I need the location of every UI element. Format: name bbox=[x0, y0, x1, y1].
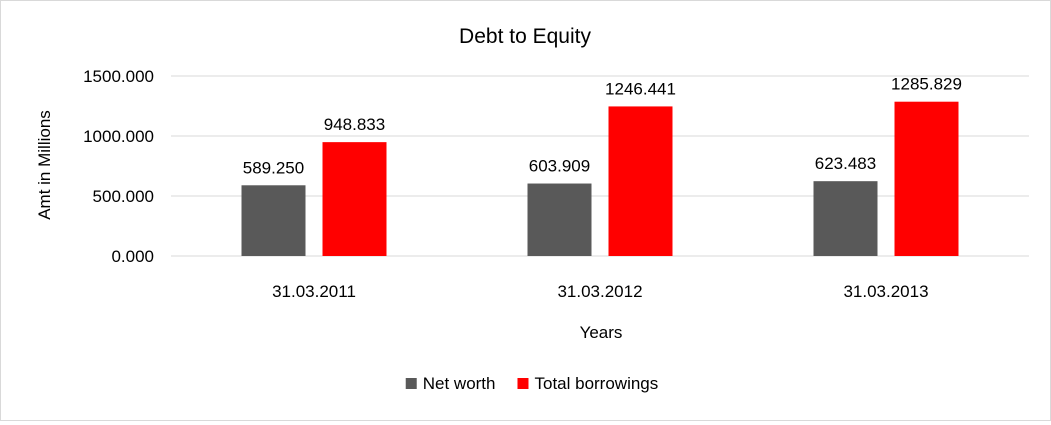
x-tick-label: 31.03.2012 bbox=[557, 282, 642, 301]
legend-label: Total borrowings bbox=[534, 374, 658, 393]
x-tick-label: 31.03.2011 bbox=[272, 282, 356, 301]
data-label: 623.483 bbox=[815, 154, 876, 173]
bar bbox=[894, 101, 959, 256]
bar bbox=[527, 183, 592, 256]
bar bbox=[322, 142, 387, 256]
legend-swatch bbox=[405, 378, 417, 389]
legend: Net worth Total borrowings bbox=[405, 374, 658, 393]
data-label: 1285.829 bbox=[891, 75, 962, 94]
data-label: 589.250 bbox=[243, 158, 304, 177]
x-axis-title: Years bbox=[580, 323, 623, 342]
data-label: 948.833 bbox=[324, 115, 385, 134]
y-axis-title: Amt in Millions bbox=[35, 110, 54, 220]
legend-swatch bbox=[517, 378, 529, 389]
y-axis-ticks: 0.000 500.000 1000.000 1500.000 bbox=[83, 67, 154, 266]
bar bbox=[241, 185, 306, 256]
chart-title: Debt to Equity bbox=[459, 25, 591, 48]
x-tick-label: 31.03.2013 bbox=[843, 282, 928, 301]
y-tick-label: 0.000 bbox=[111, 247, 154, 266]
bar bbox=[608, 106, 673, 256]
data-label: 1246.441 bbox=[605, 79, 676, 98]
y-tick-label: 500.000 bbox=[93, 187, 154, 206]
bars: 589.250 948.833 603.909 1246.441 623.483 1285… bbox=[241, 75, 962, 256]
data-label: 603.909 bbox=[529, 157, 590, 176]
bar bbox=[813, 181, 878, 256]
legend-label: Net worth bbox=[423, 374, 496, 393]
x-axis-ticks: 31.03.2011 31.03.2012 31.03.2013 bbox=[272, 282, 928, 301]
y-tick-label: 1500.000 bbox=[83, 67, 154, 86]
y-tick-label: 1000.000 bbox=[83, 127, 154, 146]
gridlines bbox=[171, 75, 1029, 257]
